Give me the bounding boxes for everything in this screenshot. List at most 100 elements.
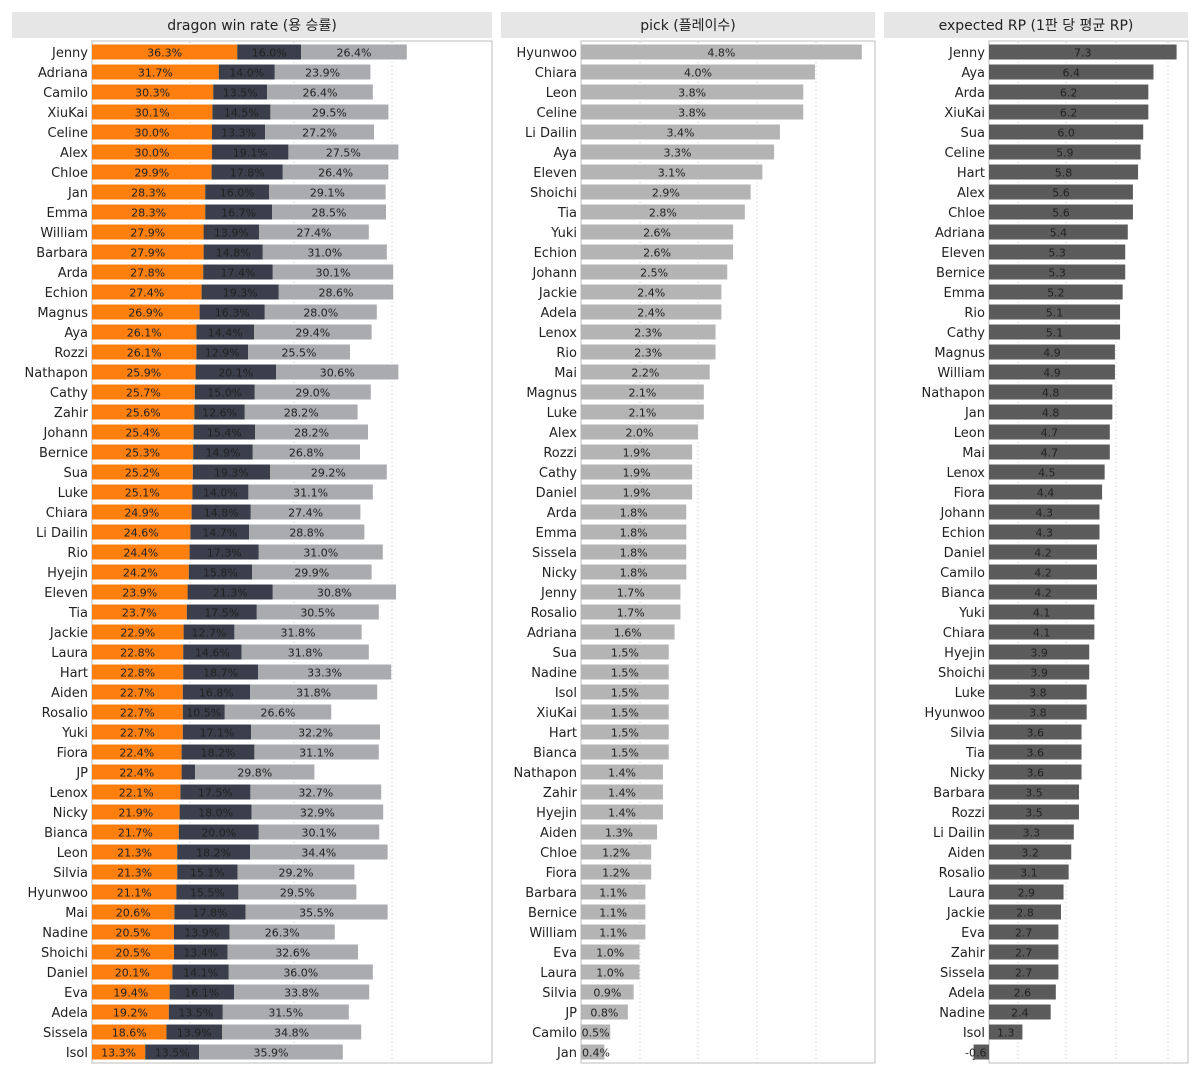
bar: [989, 804, 1079, 820]
bar-segment: [182, 684, 250, 700]
bar: [989, 164, 1139, 180]
data-label: 27.4%: [288, 507, 323, 520]
data-label: 0.4%: [582, 1047, 610, 1060]
data-label: 23.7%: [122, 607, 157, 620]
data-label: 35.5%: [299, 907, 334, 920]
data-label: 1.2%: [602, 867, 630, 880]
category-label: Barbara: [933, 786, 985, 801]
bar: [989, 464, 1105, 480]
bar: [989, 744, 1082, 760]
data-label: 5.3: [1048, 267, 1066, 280]
bar: [581, 504, 687, 520]
bar-segment: [188, 564, 252, 580]
bar-segment: [92, 644, 184, 660]
data-label: 0.8%: [590, 1007, 618, 1020]
bar-segment: [272, 264, 394, 280]
data-label: 10.5%: [186, 707, 221, 720]
category-label: Cathy: [947, 326, 985, 341]
category-label: Rozzi: [543, 446, 577, 461]
bar: [581, 284, 722, 300]
bar-segment: [255, 424, 368, 440]
bar: [581, 444, 693, 460]
category-label: Adriana: [527, 626, 577, 641]
bar: [989, 364, 1115, 380]
category-label: Li Dailin: [525, 126, 577, 141]
data-label: 28.8%: [289, 527, 324, 540]
category-label: Fiora: [546, 866, 577, 881]
bar: [989, 864, 1069, 880]
bar-segment: [272, 204, 386, 220]
data-label: 18.7%: [203, 667, 238, 680]
category-label: Aya: [961, 66, 985, 81]
data-label: 4.9: [1043, 367, 1061, 380]
bar-segment: [92, 344, 197, 360]
data-label: 3.8%: [678, 87, 706, 100]
category-label: Celine: [47, 126, 88, 141]
data-label: 1.6%: [614, 627, 642, 640]
panel-title-2: expected RP (1판 당 평균 RP): [939, 18, 1134, 34]
data-label: 25.4%: [125, 427, 160, 440]
bar-segment: [179, 804, 252, 820]
bar: [581, 164, 763, 180]
panel-header-2: [884, 12, 1188, 38]
data-label: 27.9%: [130, 227, 165, 240]
bar-segment: [181, 744, 255, 760]
category-label: Mai: [65, 906, 88, 921]
bar-segment: [168, 1004, 223, 1020]
data-label: 4.0%: [684, 67, 712, 80]
data-label: 20.1%: [115, 967, 150, 980]
bar-segment: [254, 384, 371, 400]
category-label: Johann: [940, 506, 985, 521]
data-label: 13.9%: [177, 1027, 212, 1040]
bar-segment: [270, 104, 389, 120]
data-label: 14.7%: [202, 527, 237, 540]
data-label: 1.1%: [599, 887, 627, 900]
category-label: Echion: [45, 286, 88, 301]
bar-segment: [92, 764, 182, 780]
data-label: 22.8%: [120, 647, 155, 660]
data-label: 17.5%: [198, 787, 233, 800]
data-label: 28.3%: [131, 187, 166, 200]
bar: [581, 764, 663, 780]
bar-segment: [92, 624, 184, 640]
category-label: Magnus: [526, 386, 577, 401]
data-label: 26.9%: [128, 307, 163, 320]
bar-segment: [92, 844, 178, 860]
category-label: Echion: [942, 526, 985, 541]
data-label: 4.2: [1034, 547, 1052, 560]
data-label: 1.5%: [611, 747, 639, 760]
category-label: Sissela: [43, 1026, 88, 1041]
bar-segment: [218, 64, 275, 80]
category-label: Arda: [58, 266, 88, 281]
category-label: Nadine: [42, 926, 88, 941]
data-label: 15.4%: [207, 427, 242, 440]
data-label: 1.1%: [599, 907, 627, 920]
bar-segment: [269, 184, 386, 200]
category-label: Barbara: [36, 246, 88, 261]
category-label: Emma: [46, 206, 88, 221]
bar: [581, 324, 716, 340]
data-label: 31.8%: [296, 687, 331, 700]
data-label: 31.5%: [268, 1007, 303, 1020]
bar: [989, 724, 1082, 740]
bar: [581, 804, 663, 820]
bar-segment: [92, 464, 193, 480]
data-label: 4.7: [1041, 427, 1059, 440]
data-label: 21.7%: [118, 827, 153, 840]
category-label: Chloe: [948, 206, 985, 221]
data-label: 24.2%: [123, 567, 158, 580]
data-label: 2.5%: [640, 267, 668, 280]
data-label: 2.1%: [628, 407, 656, 420]
category-label: Alex: [60, 146, 88, 161]
data-label: 2.4%: [637, 287, 665, 300]
bar: [581, 1044, 605, 1060]
data-label: 34.8%: [274, 1027, 309, 1040]
data-label: 27.5%: [326, 147, 361, 160]
data-label: 26.8%: [289, 447, 324, 460]
data-label: 21.3%: [213, 587, 248, 600]
category-label: Lenox: [50, 786, 89, 801]
data-label: 2.6%: [643, 247, 671, 260]
category-label: Rosalio: [42, 706, 88, 721]
bar: [581, 604, 681, 620]
bar-segment: [92, 904, 175, 920]
